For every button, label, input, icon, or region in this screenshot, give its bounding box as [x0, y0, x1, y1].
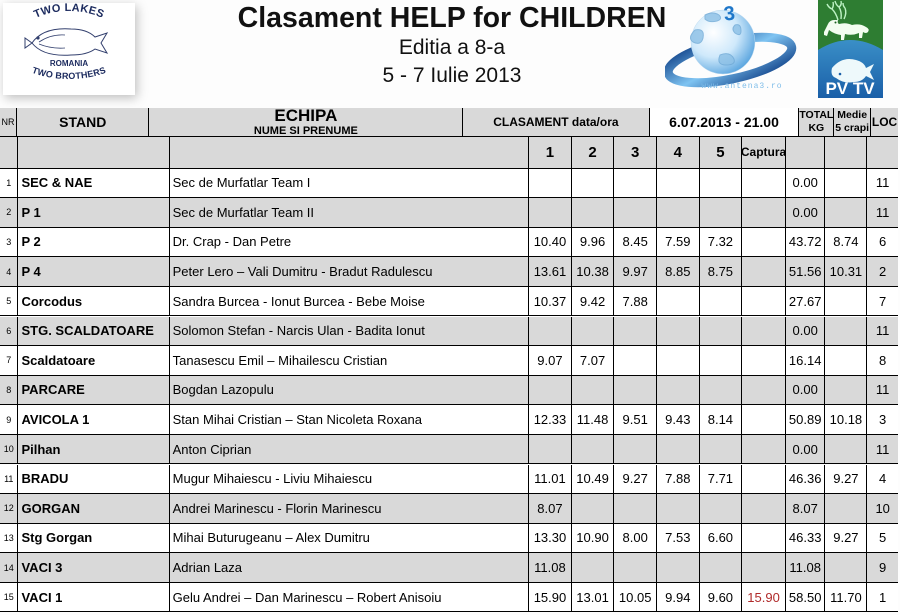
svg-text:PV TV: PV TV	[825, 79, 875, 98]
svg-text:www.antena3.ro: www.antena3.ro	[701, 82, 782, 91]
svg-text:TWO LAKES: TWO LAKES	[32, 3, 106, 21]
svg-text:3: 3	[723, 3, 736, 26]
svg-text:ROMANIA: ROMANIA	[50, 59, 88, 68]
